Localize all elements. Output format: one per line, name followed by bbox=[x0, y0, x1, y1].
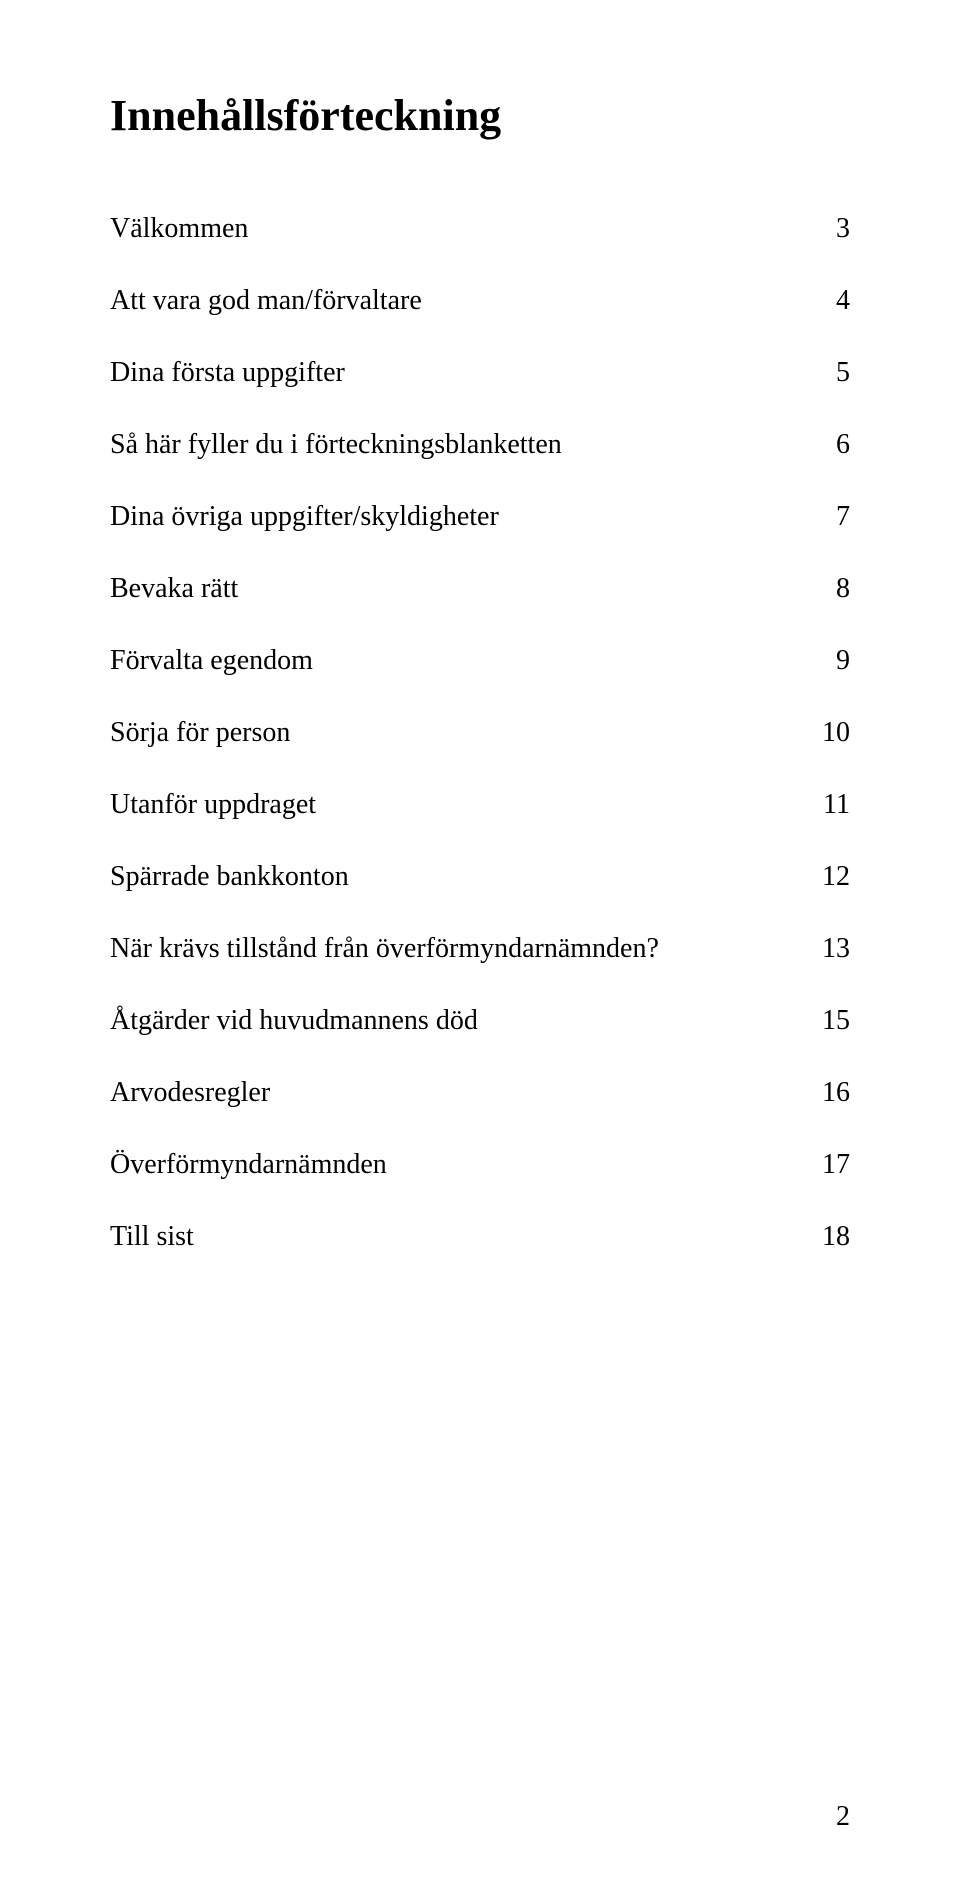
toc-entry-label: Spärrade bankkonton bbox=[110, 861, 790, 893]
toc-entry: Välkommen 3 bbox=[110, 213, 850, 245]
toc-entry: Till sist 18 bbox=[110, 1221, 850, 1253]
toc-entry-label: Sörja för person bbox=[110, 717, 790, 749]
toc-entry: Sörja för person 10 bbox=[110, 717, 850, 749]
toc-entry-page: 16 bbox=[790, 1077, 850, 1109]
toc-entry-page: 4 bbox=[790, 285, 850, 317]
toc-entry-label: Bevaka rätt bbox=[110, 573, 790, 605]
toc-entry-label: Förvalta egendom bbox=[110, 645, 790, 677]
toc-entry-page: 12 bbox=[790, 861, 850, 893]
toc-entry-label: Åtgärder vid huvudmannens död bbox=[110, 1005, 790, 1037]
toc-entry-label: Till sist bbox=[110, 1221, 790, 1253]
toc-entry-page: 10 bbox=[790, 717, 850, 749]
toc-entry-page: 6 bbox=[790, 429, 850, 461]
toc-entry-page: 3 bbox=[790, 213, 850, 245]
toc-entry: Utanför uppdraget 11 bbox=[110, 789, 850, 821]
page-title: Innehållsförteckning bbox=[110, 90, 850, 141]
toc-entry: Bevaka rätt 8 bbox=[110, 573, 850, 605]
toc-entry: Förvalta egendom 9 bbox=[110, 645, 850, 677]
toc-entry-label: När krävs tillstånd från överförmyndarnä… bbox=[110, 933, 790, 965]
toc-entry-label: Dina övriga uppgifter/skyldigheter bbox=[110, 501, 790, 533]
toc-entry-page: 5 bbox=[790, 357, 850, 389]
toc-entry: Arvodesregler 16 bbox=[110, 1077, 850, 1109]
toc-entry-label: Överförmyndarnämnden bbox=[110, 1149, 790, 1181]
toc-entry: Åtgärder vid huvudmannens död 15 bbox=[110, 1005, 850, 1037]
toc-entry-page: 9 bbox=[790, 645, 850, 677]
toc-entry-label: Att vara god man/förvaltare bbox=[110, 285, 790, 317]
table-of-contents: Välkommen 3 Att vara god man/förvaltare … bbox=[110, 213, 850, 1253]
toc-entry-label: Så här fyller du i förteckningsblankette… bbox=[110, 429, 790, 461]
toc-entry: Spärrade bankkonton 12 bbox=[110, 861, 850, 893]
toc-entry-page: 18 bbox=[790, 1221, 850, 1253]
toc-entry-label: Dina första uppgifter bbox=[110, 357, 790, 389]
toc-entry-page: 15 bbox=[790, 1005, 850, 1037]
page-number: 2 bbox=[836, 1801, 850, 1833]
toc-entry: När krävs tillstånd från överförmyndarnä… bbox=[110, 933, 850, 965]
toc-entry-label: Utanför uppdraget bbox=[110, 789, 790, 821]
toc-entry-page: 13 bbox=[790, 933, 850, 965]
toc-entry: Dina övriga uppgifter/skyldigheter 7 bbox=[110, 501, 850, 533]
toc-entry-page: 7 bbox=[790, 501, 850, 533]
toc-entry: Att vara god man/förvaltare 4 bbox=[110, 285, 850, 317]
toc-entry-page: 11 bbox=[790, 789, 850, 821]
toc-entry: Överförmyndarnämnden 17 bbox=[110, 1149, 850, 1181]
toc-entry: Så här fyller du i förteckningsblankette… bbox=[110, 429, 850, 461]
toc-entry-label: Arvodesregler bbox=[110, 1077, 790, 1109]
toc-entry-label: Välkommen bbox=[110, 213, 790, 245]
toc-entry-page: 17 bbox=[790, 1149, 850, 1181]
toc-entry-page: 8 bbox=[790, 573, 850, 605]
toc-entry: Dina första uppgifter 5 bbox=[110, 357, 850, 389]
